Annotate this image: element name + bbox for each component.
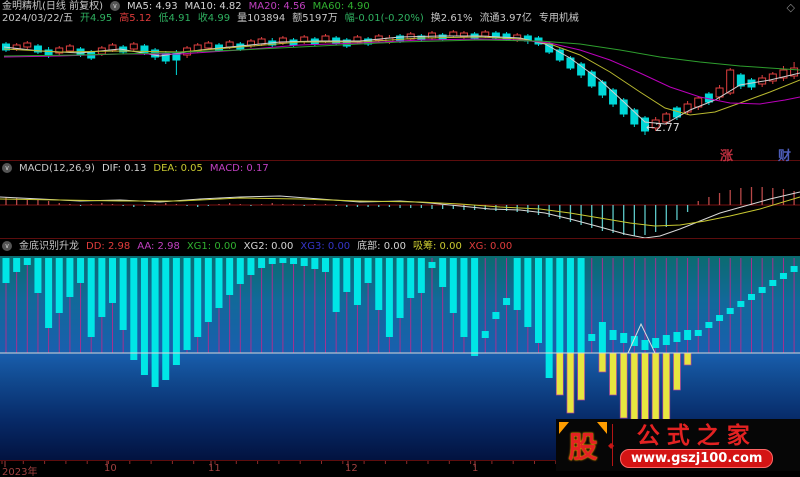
- bull-logo-icon: 股: [556, 422, 610, 466]
- xg3-value: XG3: 0.00: [300, 241, 351, 252]
- aa-value: AA: 2.98: [137, 241, 180, 252]
- quote-turnover: 换2.61%: [430, 13, 473, 24]
- axis-label-jan: 1: [472, 463, 479, 474]
- quote-open: 开4.95: [80, 13, 113, 24]
- logo-char: 股: [568, 430, 598, 464]
- bull-horn-left-icon: [559, 422, 569, 434]
- watermark-char-cai: 财: [778, 149, 792, 164]
- collapse-macd-icon[interactable]: [2, 163, 12, 173]
- dif-value: DIF: 0.13: [101, 163, 147, 174]
- indicator-panel-header: 金底识别升龙 DD: 2.98 AA: 2.98 XG1: 0.00 XG2: 0.00…: [2, 241, 519, 253]
- quote-high: 高5.12: [119, 13, 152, 24]
- ma5-value: MA5: 4.93: [126, 1, 178, 12]
- quote-float-shares: 流通3.97亿: [479, 13, 532, 24]
- dibu-value: 底部: 0.00: [357, 241, 406, 252]
- website-url[interactable]: www.gszj100.com: [620, 448, 774, 468]
- xg-value: XG: 0.00: [468, 241, 513, 252]
- macd-panel-header: MACD(12,26,9) DIF: 0.13 DEA: 0.05 MACD: 0.1…: [2, 163, 276, 175]
- xichou-value: 吸筹: 0.00: [413, 241, 462, 252]
- macd-title: MACD(12,26,9): [19, 163, 95, 174]
- quote-close: 收4.99: [197, 13, 231, 24]
- low-price-annotation: ←2.77: [646, 121, 680, 134]
- xg1-value: XG1: 0.00: [186, 241, 237, 252]
- ma20-value: MA20: 4.56: [248, 1, 306, 12]
- ma60-value: MA60: 4.90: [312, 1, 370, 12]
- axis-label-oct: 10: [104, 463, 117, 474]
- watermark-separator: [608, 424, 614, 466]
- axis-label-nov: 11: [208, 463, 221, 474]
- collapse-indicator-icon[interactable]: [2, 241, 12, 251]
- quote-change: 幅-0.01(-0.20%): [344, 13, 424, 24]
- quote-info-row: 2024/03/22/五 开4.95 高5.12 低4.91 收4.99 量103894 额…: [2, 13, 586, 25]
- quote-amount: 额5197万: [292, 13, 338, 24]
- gszj-watermark: 股 公式之家 www.gszj100.com: [556, 419, 800, 471]
- quote-volume: 量103894: [237, 13, 286, 24]
- panel-divider-3: [0, 460, 800, 461]
- axis-label-dec: 12: [345, 463, 358, 474]
- axis-label-2023: 2023年: [2, 467, 38, 477]
- bull-horn-right-icon: [597, 422, 607, 434]
- collapse-main-icon[interactable]: [109, 1, 120, 11]
- panel-divider-2: [0, 238, 800, 239]
- xg2-value: XG2: 0.00: [243, 241, 294, 252]
- dea-value: DEA: 0.05: [153, 163, 203, 174]
- quote-date: 2024/03/22/五: [2, 13, 74, 24]
- watermark-char-zhang: 涨: [720, 149, 734, 164]
- panel-divider-1: [0, 160, 800, 161]
- brand-name: 公式之家: [636, 422, 757, 449]
- ma10-value: MA10: 4.82: [184, 1, 242, 12]
- quote-industry: 专用机械: [538, 13, 579, 24]
- quote-low: 低4.91: [158, 13, 191, 24]
- stock-title: 金明精机(日线 前复权): [2, 1, 103, 12]
- indicator-title: 金底识别升龙: [19, 241, 79, 252]
- macd-value: MACD: 0.17: [209, 163, 269, 174]
- dd-value: DD: 2.98: [86, 241, 131, 252]
- main-panel-header: 金明精机(日线 前复权) MA5: 4.93 MA10: 4.82 MA20: 4.5…: [2, 1, 377, 13]
